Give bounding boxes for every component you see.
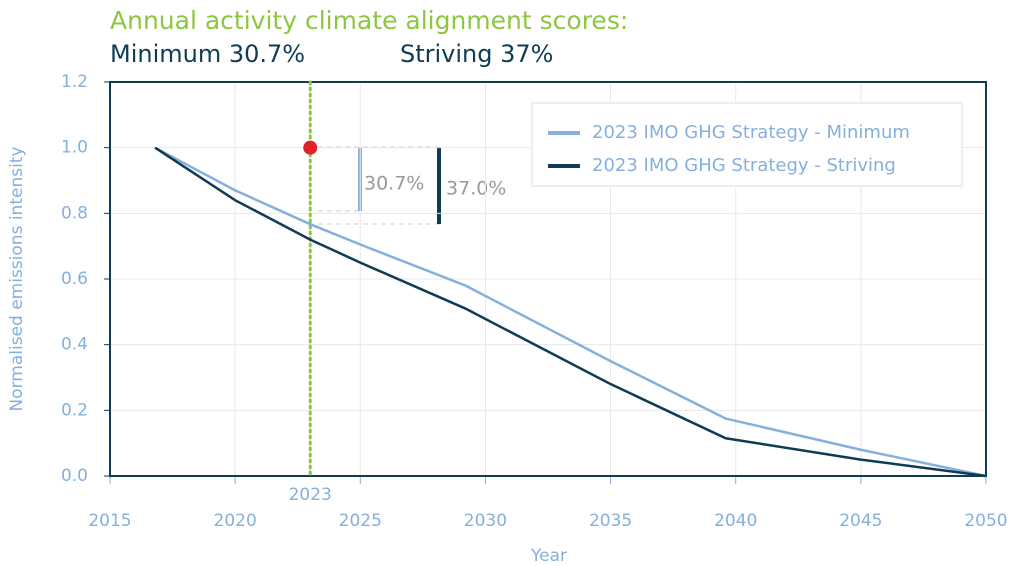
x-tick-label: 2025 (339, 511, 382, 531)
x-tick-label: 2030 (464, 511, 507, 531)
x-tick-label: 2015 (88, 511, 131, 531)
y-tick-label: 0.2 (61, 400, 88, 420)
x-tick-label: 2040 (714, 511, 757, 531)
y-tick-label: 0.8 (61, 203, 88, 223)
y-tick-label: 1.2 (61, 72, 88, 92)
y-tick-label: 0.4 (61, 335, 88, 355)
y-tick-label: 0.6 (61, 269, 88, 289)
series-line (154, 146, 987, 478)
reference-label: 2023 (289, 485, 332, 505)
marker (303, 140, 318, 155)
legend-label: 2023 IMO GHG Strategy - Minimum (592, 122, 910, 143)
plot-border (109, 81, 987, 477)
subtitle: Striving 37% (400, 40, 553, 68)
legend: 2023 IMO GHG Strategy - Minimum 2023 IMO … (531, 102, 963, 187)
y-tick-label: 0.0 (61, 466, 88, 486)
x-tick-label: 2020 (214, 511, 257, 531)
x-axis-label: Year (530, 546, 567, 566)
subtitle: Minimum 30.7% (110, 40, 305, 68)
legend-label: 2023 IMO GHG Strategy - Striving (592, 155, 896, 176)
x-tick-label: 2035 (589, 511, 632, 531)
y-tick-label: 1.0 (61, 138, 88, 158)
annotation: 37.0% (446, 178, 506, 200)
annotation: 30.7% (364, 173, 424, 195)
y-axis-label: Normalised emissions intensity (7, 146, 27, 411)
x-tick-label: 2045 (839, 511, 882, 531)
legend-box (531, 102, 963, 187)
chart-title: Annual activity climate alignment scores… (110, 6, 628, 35)
series-line (154, 146, 987, 478)
x-tick-label: 2050 (964, 511, 1007, 531)
